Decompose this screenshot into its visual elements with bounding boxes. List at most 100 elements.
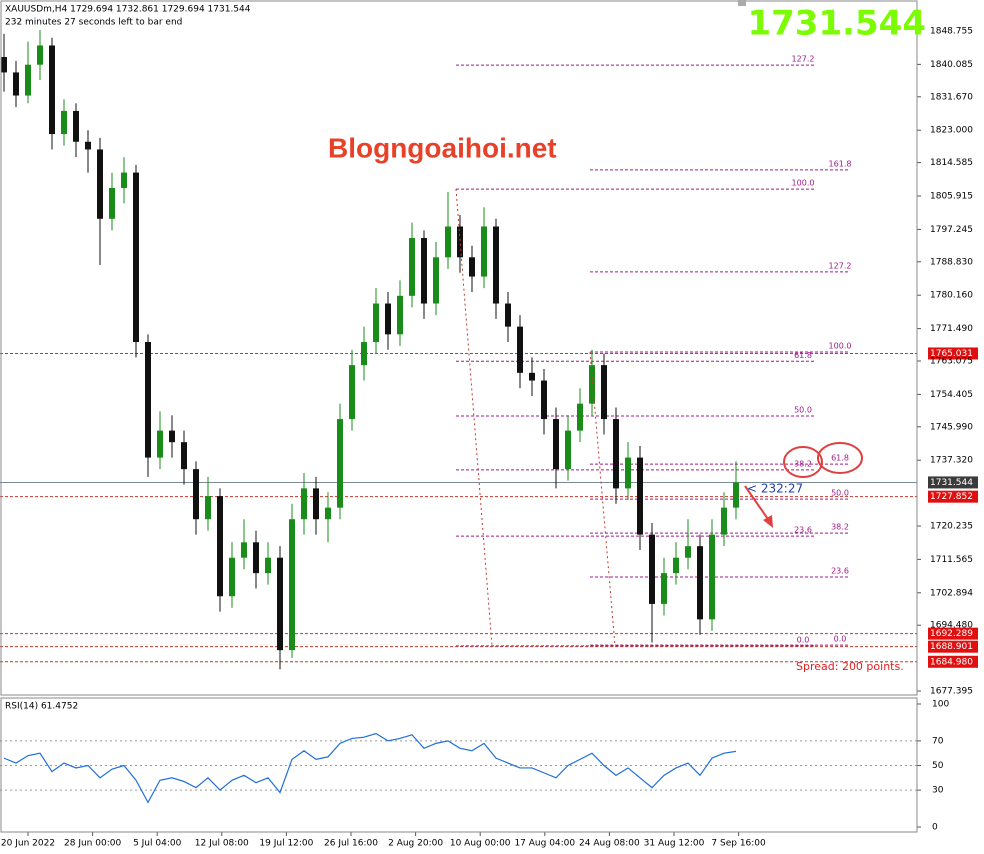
- rsi-pane-border: [0, 697, 918, 833]
- rsi-tick-label: 50: [932, 761, 944, 771]
- layer: [1, 30, 978, 804]
- price-label-box: [928, 347, 978, 360]
- candle-body: [577, 403, 583, 431]
- price-label: 1684.980: [930, 657, 973, 667]
- candle-body: [1, 57, 7, 73]
- candle-body: [721, 507, 727, 535]
- fib-label: 50.0: [831, 489, 849, 498]
- highlight-circle: [817, 442, 863, 474]
- candle-body: [409, 238, 415, 296]
- candle-body: [73, 110, 79, 142]
- y-tick-label: 1814.585: [930, 158, 973, 168]
- price-label-box: [928, 655, 978, 668]
- candle-body: [685, 546, 691, 558]
- big-price: 1731.544: [747, 4, 926, 44]
- y-tick-label: 1694.480: [930, 621, 973, 631]
- candle-body: [145, 342, 151, 458]
- candle-body: [553, 419, 559, 470]
- x-tick-label: 19 Jul 12:00: [259, 839, 313, 849]
- y-tick-label: 1805.915: [930, 192, 973, 202]
- candle-body: [649, 534, 655, 604]
- candle-body: [229, 557, 235, 597]
- timer-info: 232 minutes 27 seconds left to bar end: [5, 18, 182, 28]
- candle-body: [673, 557, 679, 574]
- candle-body: [709, 534, 715, 620]
- rsi-tick-label: 30: [932, 786, 944, 796]
- fib-label: 38.2: [831, 523, 849, 532]
- y-tick-label: 1823.000: [930, 126, 973, 136]
- candle-body: [589, 365, 595, 404]
- candle-body: [349, 365, 355, 420]
- layer: 1848.755 1840.085 1831.670 1823.000 1814.585…: [1, 27, 973, 849]
- candle-body: [277, 557, 283, 651]
- candle-body: [49, 45, 55, 135]
- fib-label: 23.6: [831, 566, 849, 575]
- fib-label: 0.0: [834, 635, 847, 644]
- fib-label: 0.0: [797, 635, 810, 644]
- rsi-line: [3, 732, 737, 804]
- candle-body: [637, 457, 643, 535]
- candle-body: [457, 226, 463, 258]
- candle-body: [445, 226, 451, 258]
- candle-body: [181, 442, 187, 470]
- candle-body: [253, 542, 259, 574]
- candle-body: [613, 419, 619, 489]
- highlight-circle: [783, 446, 823, 478]
- rsi-tick-label: 70: [932, 736, 944, 746]
- candle-body: [397, 295, 403, 335]
- x-tick-label: 24 Aug 08:00: [579, 839, 640, 849]
- candle-body: [13, 72, 19, 96]
- y-tick-label: 1677.395: [930, 687, 973, 697]
- price-label: 1765.031: [930, 349, 973, 359]
- candle-body: [289, 519, 295, 651]
- price-label-box: [928, 640, 978, 653]
- candle-body: [433, 257, 439, 304]
- candle-body: [25, 64, 31, 96]
- fib-label: 61.8: [831, 454, 849, 463]
- price-label: 1688.901: [930, 642, 973, 652]
- candle-body: [697, 546, 703, 620]
- price-label-box: [928, 627, 978, 640]
- candle-body: [121, 172, 127, 188]
- x-tick-label: 10 Aug 00:00: [450, 839, 511, 849]
- candle-body: [313, 488, 319, 520]
- candle-body: [541, 380, 547, 420]
- fib-label: 100.0: [829, 342, 852, 351]
- candle-body: [493, 226, 499, 304]
- y-tick-label: 1771.490: [930, 324, 973, 334]
- shift-marker: [738, 0, 746, 6]
- x-tick-label: 31 Aug 12:00: [644, 839, 705, 849]
- candle-body: [517, 326, 523, 373]
- candle-body: [193, 469, 199, 520]
- y-tick-label: 1831.670: [930, 92, 973, 102]
- rsi-title: RSI(14) 61.4752: [5, 702, 78, 712]
- candle-body: [205, 496, 211, 520]
- candle-body: [241, 542, 247, 558]
- fib-label: 61.8: [794, 351, 812, 360]
- candle-body: [529, 372, 535, 381]
- y-tick-label: 1763.075: [930, 357, 973, 367]
- candle-body: [337, 419, 343, 508]
- candle-body: [217, 496, 223, 597]
- x-tick-label: 12 Jul 08:00: [195, 839, 249, 849]
- x-tick-label: 2 Aug 20:00: [388, 839, 443, 849]
- y-tick-label: 1702.894: [930, 588, 973, 598]
- y-tick-label: 1745.990: [930, 422, 973, 432]
- fib-label: 161.8: [829, 159, 852, 168]
- y-tick-label: 1720.235: [930, 522, 973, 532]
- candle-body: [421, 238, 427, 304]
- candle-body: [361, 342, 367, 366]
- price-pane-border: [0, 0, 918, 696]
- candle-body: [157, 430, 163, 458]
- x-tick-label: 26 Jul 16:00: [324, 839, 378, 849]
- y-tick-label: 1711.565: [930, 555, 973, 565]
- spread: Spread: 200 points.: [796, 660, 904, 673]
- x-tick-label: 5 Jul 04:00: [133, 839, 182, 849]
- fib-label: 23.6: [794, 526, 812, 535]
- candle-body: [301, 488, 307, 520]
- fib-label: 50.0: [794, 405, 812, 414]
- candle-body: [61, 110, 67, 135]
- fib-label: 100.0: [792, 179, 815, 188]
- arrow: [744, 485, 771, 523]
